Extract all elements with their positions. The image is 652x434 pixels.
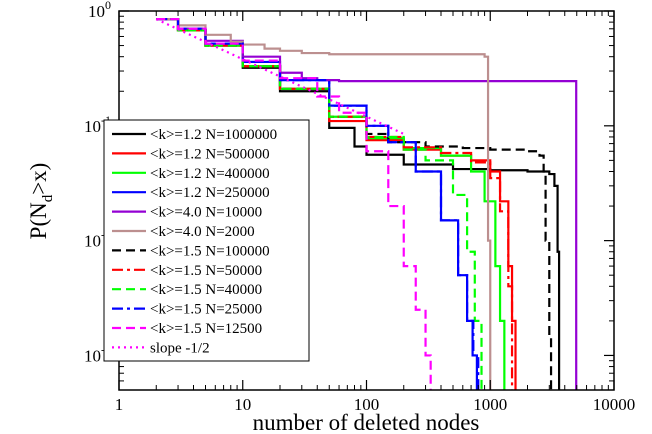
legend-label: <k>=1.2 N=250000 bbox=[150, 185, 270, 201]
legend-label: <k>=1.5 N=12500 bbox=[150, 321, 262, 337]
legend-label: <k>=4.0 N=2000 bbox=[150, 224, 255, 240]
legend-label: <k>=1.5 N=25000 bbox=[150, 302, 262, 318]
legend-label: <k>=1.2 N=1000000 bbox=[150, 127, 277, 143]
y-axis-title-tail: >x) bbox=[26, 163, 51, 195]
y-tick-base: 10 bbox=[84, 346, 101, 365]
x-tick-label: 100 bbox=[354, 395, 380, 414]
y-axis-title-subscript: d bbox=[40, 194, 56, 202]
x-axis-title: number of deleted nodes bbox=[253, 410, 480, 434]
legend-label: <k>=1.2 N=400000 bbox=[150, 166, 270, 182]
series-layer bbox=[155, 18, 578, 390]
y-axis-title: P(Nd>x) bbox=[26, 163, 56, 240]
legend-label: <k>=1.5 N=40000 bbox=[150, 282, 262, 298]
legend-label: <k>=1.5 N=100000 bbox=[150, 243, 270, 259]
y-tick-label: 100 bbox=[88, 0, 111, 21]
legend-box bbox=[103, 119, 310, 362]
legend-label: <k>=1.5 N=50000 bbox=[150, 263, 262, 279]
legend-label: slope -1/2 bbox=[150, 340, 210, 356]
series-line bbox=[156, 18, 492, 390]
legend: <k>=1.2 N=1000000 <k>=1.2 N=500000 <k>=1.2… bbox=[103, 119, 310, 362]
series-line bbox=[156, 18, 432, 390]
svg-text:P(Nd>x): P(Nd>x) bbox=[26, 163, 56, 240]
legend-label: <k>=4.0 N=10000 bbox=[150, 205, 262, 221]
x-tick-label: 1 bbox=[115, 395, 124, 414]
y-tick-exponent: 0 bbox=[105, 0, 111, 12]
series-line bbox=[156, 18, 480, 390]
y-tick-base: 10 bbox=[88, 2, 105, 21]
x-tick-label: 1000 bbox=[473, 395, 507, 414]
y-tick-base: 10 bbox=[84, 117, 101, 136]
y-axis-title-main: P(N bbox=[26, 202, 51, 239]
legend-label: <k>=1.2 N=500000 bbox=[150, 146, 270, 162]
x-tick-label: 10000 bbox=[593, 395, 636, 414]
x-tick-label: 10 bbox=[234, 395, 251, 414]
y-tick-base: 10 bbox=[84, 232, 101, 251]
